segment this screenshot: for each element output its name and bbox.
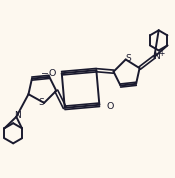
- Text: −O: −O: [41, 69, 56, 78]
- Text: S: S: [38, 98, 44, 107]
- Text: N: N: [154, 52, 160, 61]
- Text: S: S: [125, 54, 131, 63]
- Text: +: +: [158, 49, 164, 58]
- Text: O: O: [106, 102, 114, 111]
- Text: N: N: [14, 111, 21, 120]
